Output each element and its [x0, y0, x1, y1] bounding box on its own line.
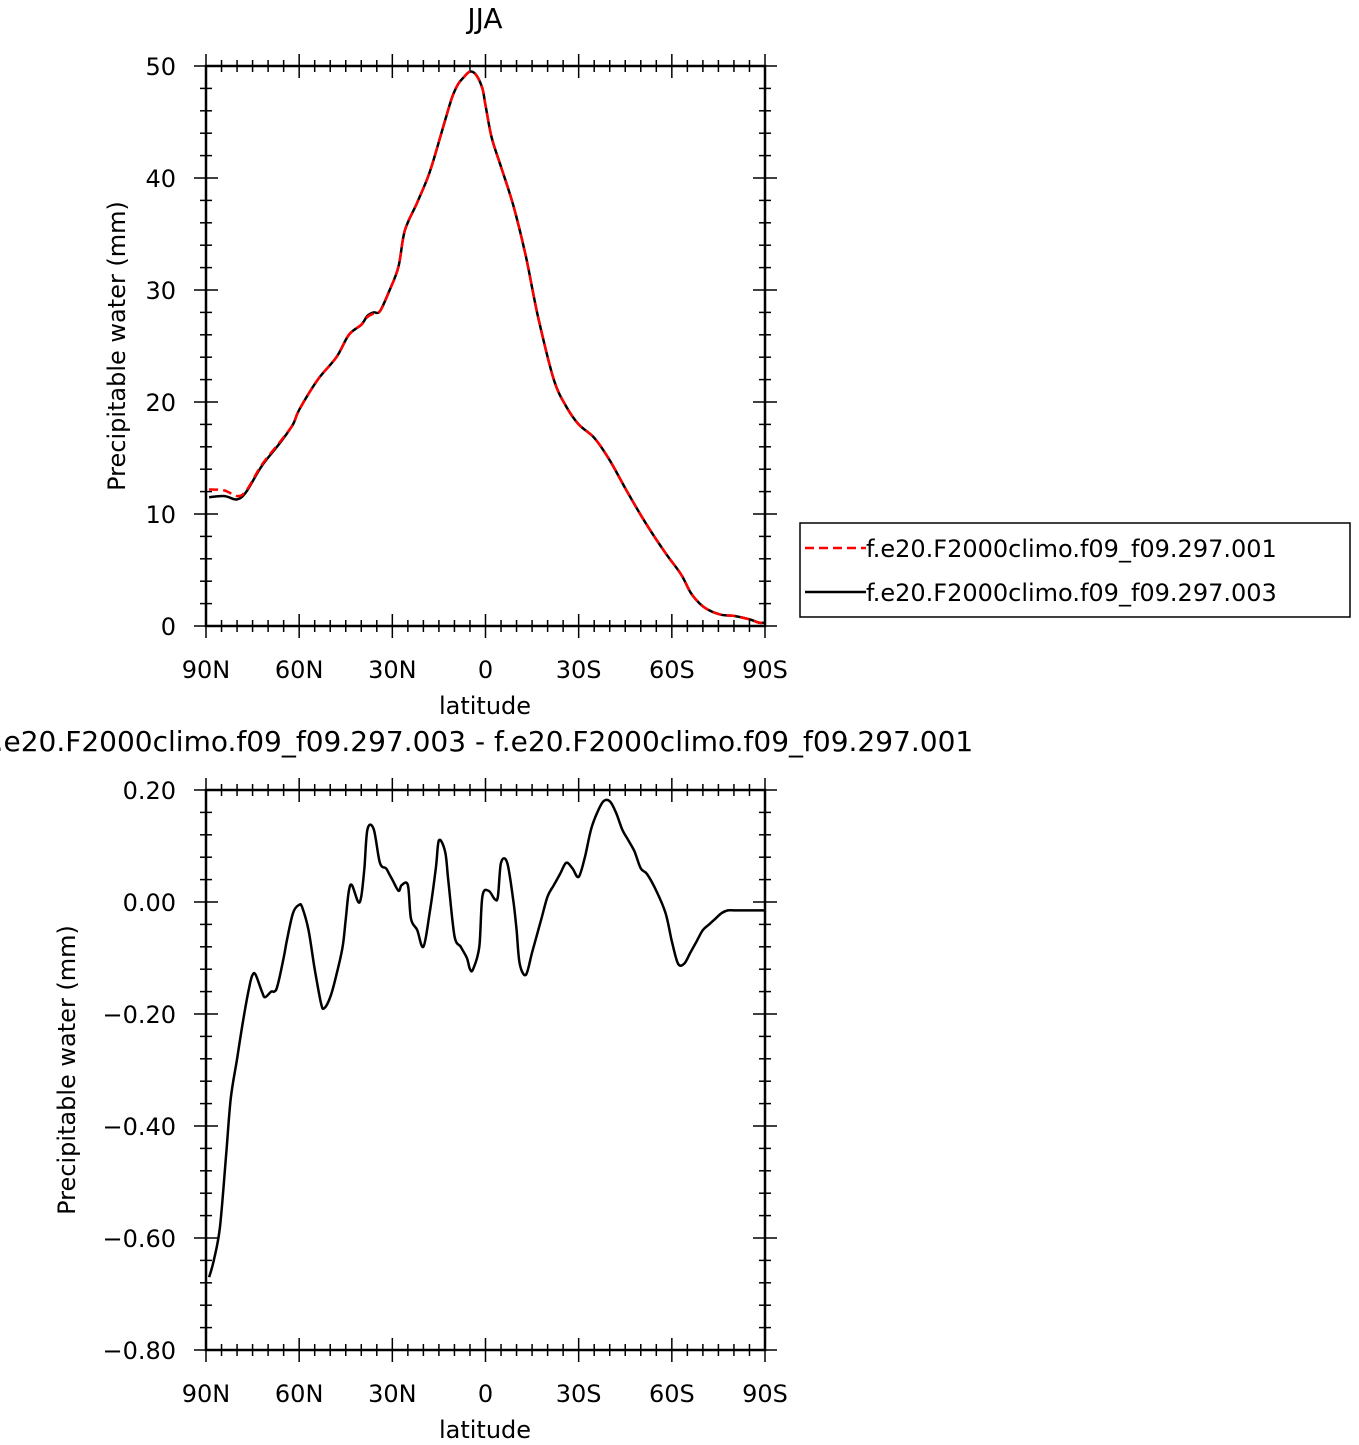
- panel-title: JJA: [465, 2, 502, 35]
- plot-frame: [204, 788, 767, 1352]
- x-tick-label: 90N: [182, 1380, 231, 1408]
- series-group: [208, 70, 766, 625]
- y-tick-label: −0.20: [102, 1001, 176, 1029]
- x-tick-labels: 90N 60N 30N 0 30S 60S 90S: [182, 656, 788, 684]
- x-tick-label: 60S: [649, 656, 695, 684]
- x-tick-label: 30S: [556, 656, 602, 684]
- y-axis-label: Precipitable water (mm): [103, 201, 131, 491]
- y-tick-labels: 0 10 20 30 40 50: [145, 53, 176, 641]
- x-tick-label: 60N: [275, 1380, 324, 1408]
- x-tick-label: 30N: [368, 1380, 417, 1408]
- plot-frame: [204, 64, 767, 628]
- y-tick-label: 30: [145, 277, 176, 305]
- y-tick-label: 0.20: [123, 777, 176, 805]
- x-tick-label: 0: [478, 1380, 493, 1408]
- legend-box: [799, 522, 1351, 618]
- x-tick-labels: 90N 60N 30N 0 30S 60S 90S: [182, 1380, 788, 1408]
- y-tick-label: 10: [145, 501, 176, 529]
- panel-title: f.e20.F2000climo.f09_f09.297.003 - f.e20…: [0, 725, 973, 758]
- x-tick-label: 60N: [275, 656, 324, 684]
- x-tick-label: 30N: [368, 656, 417, 684]
- legend: f.e20.F2000climo.f09_f09.297.001 f.e20.F…: [799, 522, 1351, 618]
- series-line: [207, 798, 765, 1278]
- x-axis-label: latitude: [439, 1416, 531, 1444]
- y-tick-label: 50: [145, 53, 176, 81]
- legend-label-001: f.e20.F2000climo.f09_f09.297.001: [866, 535, 1277, 563]
- y-tick-label: −0.80: [102, 1337, 176, 1365]
- panel-difference: f.e20.F2000climo.f09_f09.297.003 - f.e20…: [0, 725, 973, 1444]
- y-tick-label: 0: [161, 613, 176, 641]
- y-tick-label: 40: [145, 165, 176, 193]
- x-tick-label: 90N: [182, 656, 231, 684]
- y-tick-label: −0.40: [102, 1113, 176, 1141]
- series-line: [208, 70, 766, 625]
- y-tick-label: −0.60: [102, 1225, 176, 1253]
- series-line: [209, 70, 766, 625]
- x-tick-label: 90S: [742, 656, 788, 684]
- axis-ticks: [194, 778, 777, 1362]
- y-tick-labels: 0.20 0.00 −0.20 −0.40 −0.60 −0.80: [102, 777, 176, 1365]
- panel-mean-jja: JJA 90N 60N 30N 0 30S 60S 90S 0 10 20 30 40 50 lati…: [103, 2, 788, 720]
- series-group: [207, 798, 765, 1278]
- x-tick-label: 60S: [649, 1380, 695, 1408]
- x-axis-label: latitude: [439, 692, 531, 720]
- y-axis-label: Precipitable water (mm): [53, 925, 81, 1215]
- legend-label-003: f.e20.F2000climo.f09_f09.297.003: [866, 579, 1277, 607]
- y-tick-label: 20: [145, 389, 176, 417]
- y-tick-label: 0.00: [123, 889, 176, 917]
- x-tick-label: 30S: [556, 1380, 602, 1408]
- x-tick-label: 90S: [742, 1380, 788, 1408]
- x-tick-label: 0: [478, 656, 493, 684]
- axis-ticks: [194, 54, 777, 638]
